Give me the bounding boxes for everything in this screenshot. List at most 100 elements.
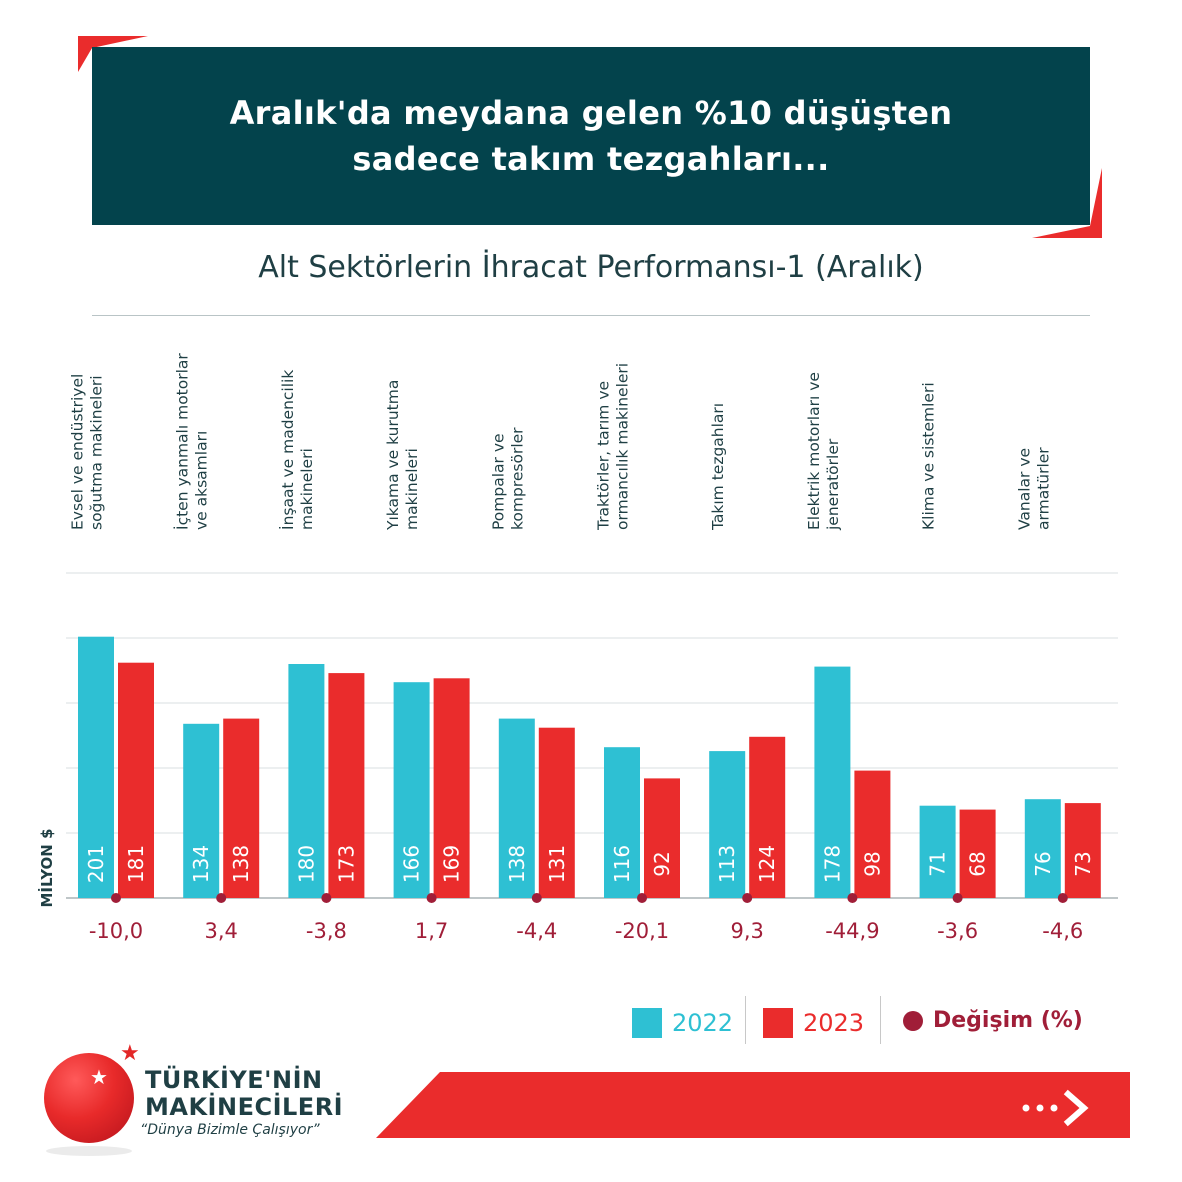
change-marker [1057,893,1068,903]
bar-2023 [433,678,470,898]
bar-2022 [183,723,220,898]
bar-value-label: 71 [926,851,950,876]
legend-item-change: Değişim (%) [903,1008,1083,1033]
bar-2022 [919,805,956,898]
bar-2023 [959,809,996,898]
bar-2022 [604,747,640,898]
bar-2023 [328,673,365,898]
bar-value-label: 173 [334,845,358,883]
change-label: 9,3 [730,919,763,943]
category-label: İnşaat ve madencilik [278,370,297,530]
bar-value-label: 131 [545,845,569,883]
change-label: -3,6 [937,919,978,943]
category-label: armatürler [1034,447,1052,530]
y-axis-label: MİLYON $ [37,828,56,907]
change-label: -10,0 [89,919,143,943]
header-corner-bottom-right [1032,168,1102,238]
header-banner: Aralık'da meydana gelen %10 düşüşten sad… [92,47,1090,225]
change-label: -4,6 [1042,919,1083,943]
bar-value-label: 92 [650,851,674,876]
bar-2023 [854,770,891,898]
header-line-1: Aralık'da meydana gelen %10 düşüşten [229,94,953,132]
chevron-right-icon[interactable] [1020,1088,1092,1128]
bar-value-label: 124 [755,845,779,883]
bar-value-label: 181 [124,845,148,883]
category-label: Pompalar ve [489,433,507,530]
change-label: -20,1 [615,919,669,943]
legend-label-change: Değişim (%) [933,1008,1083,1033]
change-marker [426,893,437,903]
category-label: Takım tezgahları [709,403,727,531]
legend-item-2023: 2023 [763,1008,864,1038]
bar-2023 [644,778,680,898]
change-label: -44,9 [825,919,879,943]
category-label: soğutma makineleri [88,375,106,530]
legend-separator [745,996,746,1044]
bar-value-label: 201 [84,845,108,883]
chart-title: Alt Sektörlerin İhracat Performansı-1 (A… [258,250,924,285]
bar-value-label: 166 [400,845,424,883]
change-marker [742,893,753,903]
star-icon: ★ [90,1065,108,1089]
change-label: 3,4 [204,919,237,943]
bar-2023 [749,736,786,898]
bar-2023 [1064,803,1101,898]
bar-2022 [288,664,325,898]
change-marker [216,893,227,903]
logo-slogan: “Dünya Bizimle Çalışıyor” [140,1122,320,1138]
bar-value-label: 169 [440,845,464,883]
change-marker [952,893,963,903]
legend-separator [880,996,881,1044]
bar-2022 [393,682,430,898]
category-label: ve aksamları [193,431,211,530]
category-label: Vanalar ve [1015,448,1033,530]
category-label: jeneratörler [824,438,842,531]
bar-2023 [118,662,154,898]
bar-value-label: 68 [966,851,990,876]
category-label: Klima ve sistemleri [920,382,938,530]
logo-shadow [46,1146,132,1156]
change-marker [847,893,858,903]
bar-value-label: 73 [1071,851,1095,876]
logo-text-line-2: MAKİNECİLERİ [145,1093,344,1121]
header-line-2: sadece takım tezgahları... [352,140,830,178]
star-icon: ★ [120,1041,140,1066]
bar-value-label: 138 [505,845,529,883]
category-label: ormancılık makineleri [614,363,632,530]
category-label: Elektrik motorları ve [805,372,823,530]
bar-2022 [498,718,535,898]
category-label: Traktörler, tarım ve [595,381,613,531]
bar-2022 [1024,799,1061,898]
bar-value-label: 180 [294,845,318,883]
legend-swatch-2022 [632,1008,662,1038]
change-marker [637,893,647,903]
header-corner-top-left [78,36,148,72]
legend-label-2023: 2023 [803,1009,865,1037]
bar-2022 [78,636,114,898]
legend-label-2022: 2022 [672,1009,734,1037]
change-marker [321,893,332,903]
change-label: -3,8 [306,919,347,943]
bar-value-label: 138 [229,845,253,883]
bar-2022 [709,751,746,898]
change-label: 1,7 [415,919,448,943]
change-marker [111,893,121,903]
logo-text-line-1: TÜRKİYE'NİN [145,1066,323,1094]
legend-dot-change [903,1010,923,1031]
bar-value-label: 134 [189,845,213,883]
category-label: İçten yanmalı motorlar [173,353,192,530]
bar-value-label: 116 [610,845,634,883]
category-label: makineleri [403,448,421,530]
bar-value-label: 98 [860,851,884,876]
legend-item-2022: 2022 [632,1008,733,1038]
change-marker [531,893,542,903]
bar-2023 [223,718,260,898]
change-label: -4,4 [516,919,557,943]
bar-chart: MİLYON $ 201 181 -10,0 Evsel ve endüstriyel s… [37,353,1118,943]
category-label: kompresörler [508,427,526,530]
category-label: Yıkama ve kurutma [384,380,402,531]
bar-value-label: 113 [715,845,739,883]
title-divider [92,315,1090,316]
bar-value-label: 178 [820,845,844,883]
category-label: Evsel ve endüstriyel [69,374,87,530]
